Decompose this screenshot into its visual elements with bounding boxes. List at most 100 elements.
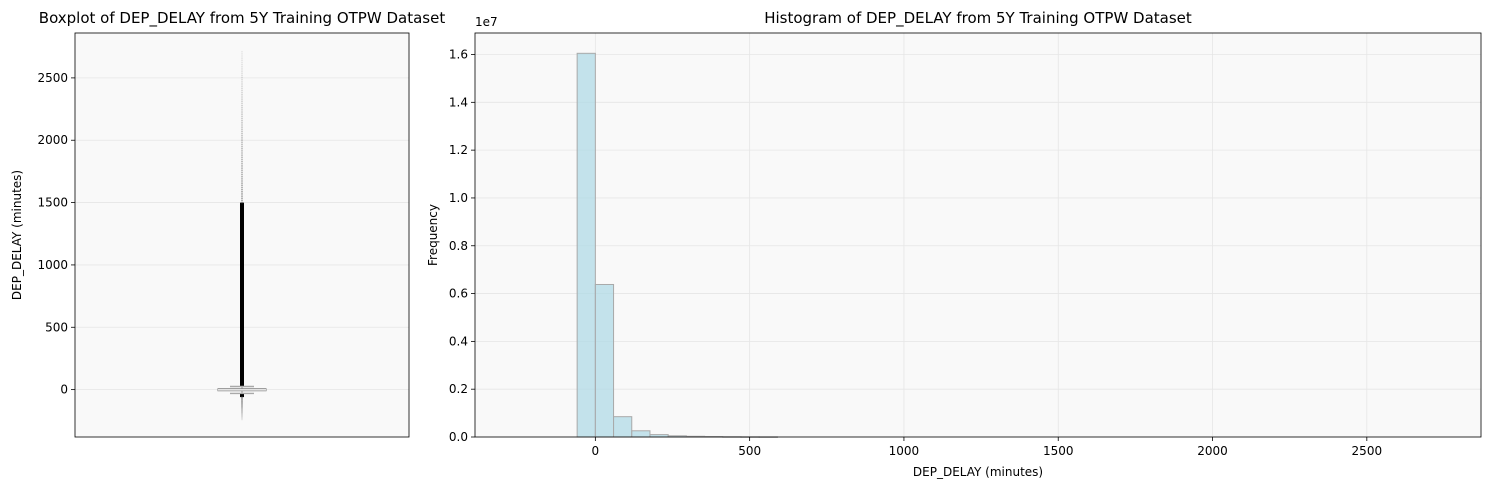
histogram-x-tick-label: 0 bbox=[592, 444, 600, 458]
boxplot-outlier-point bbox=[241, 89, 243, 92]
boxplot-outlier-point bbox=[241, 111, 243, 113]
boxplot-outlier-point bbox=[241, 147, 243, 150]
boxplot-outlier-point bbox=[241, 134, 243, 137]
boxplot-outlier-point bbox=[241, 175, 243, 178]
boxplot-outlier-point bbox=[241, 190, 243, 193]
histogram-plot-area bbox=[475, 33, 1481, 437]
boxplot-panel: 0 500 1000 1500 2000 2500 Boxplot of DEP_DELA… bbox=[10, 9, 446, 438]
histogram-gridlines bbox=[475, 33, 1481, 438]
histogram-y-tick-label: 0.0 bbox=[449, 430, 468, 444]
boxplot-outlier-point bbox=[241, 137, 243, 139]
boxplot-outlier-point bbox=[241, 199, 243, 202]
boxplot-outlier-point bbox=[241, 121, 243, 124]
histogram-x-tick-label: 2000 bbox=[1197, 444, 1228, 458]
histogram-y-axis-label: Frequency bbox=[426, 204, 440, 266]
boxplot-outlier-point bbox=[241, 182, 243, 185]
boxplot-outlier-point bbox=[241, 143, 243, 146]
boxplot-outlier-point bbox=[241, 59, 243, 62]
boxplot-outlier-point bbox=[241, 50, 243, 53]
boxplot-y-tick-label: 1500 bbox=[37, 196, 68, 210]
boxplot-outlier-point bbox=[241, 76, 243, 79]
boxplot-title: Boxplot of DEP_DELAY from 5Y Training OT… bbox=[39, 9, 446, 28]
boxplot-outlier-point bbox=[241, 152, 243, 154]
boxplot-outlier-point bbox=[241, 400, 243, 403]
boxplot-outlier-point bbox=[241, 398, 243, 401]
histogram-y-tick-label: 1.4 bbox=[449, 95, 468, 109]
boxplot-outlier-point bbox=[241, 104, 243, 107]
boxplot-outlier-point bbox=[241, 171, 243, 174]
boxplot-outlier-point bbox=[241, 93, 243, 96]
boxplot-outlier-point bbox=[241, 162, 243, 165]
boxplot-outlier-point bbox=[241, 418, 243, 421]
boxplot-outlier-point bbox=[241, 413, 243, 415]
histogram-bar bbox=[613, 416, 633, 438]
boxplot-outlier-point bbox=[241, 68, 243, 70]
histogram-y-ticks: 0.0 0.2 0.4 0.6 0.8 1.0 1.2 1.4 1.6 bbox=[449, 48, 475, 444]
boxplot-outlier-point bbox=[241, 405, 243, 407]
histogram-bars bbox=[576, 52, 778, 438]
boxplot-outlier-point bbox=[241, 407, 243, 410]
boxplot-outlier-point bbox=[241, 85, 243, 88]
boxplot-outlier-point bbox=[241, 119, 243, 122]
boxplot-outlier-point bbox=[241, 132, 243, 135]
boxplot-outliers bbox=[240, 50, 244, 421]
histogram-x-tick-label: 2500 bbox=[1352, 444, 1383, 458]
boxplot-outlier-point bbox=[241, 410, 243, 413]
boxplot-outlier-point bbox=[241, 406, 243, 409]
boxplot-outlier-point bbox=[241, 417, 243, 420]
boxplot-y-axis-label: DEP_DELAY (minutes) bbox=[10, 170, 24, 300]
boxplot-y-tick-label: 1000 bbox=[37, 258, 68, 272]
boxplot-outlier-point bbox=[241, 188, 243, 191]
histogram-x-ticks: 0 500 1000 1500 2000 2500 bbox=[592, 437, 1383, 458]
boxplot-outlier-point bbox=[241, 91, 243, 94]
histogram-y-tick-label: 0.8 bbox=[449, 239, 468, 253]
boxplot-y-tick-label: 2000 bbox=[37, 133, 68, 147]
boxplot-outlier-point bbox=[241, 80, 243, 83]
boxplot-outlier-point bbox=[241, 126, 243, 129]
histogram-x-axis-label: DEP_DELAY (minutes) bbox=[913, 465, 1043, 479]
boxplot-outlier-point bbox=[241, 115, 243, 118]
histogram-y-tick-label: 1.0 bbox=[449, 191, 468, 205]
boxplot-outlier-point bbox=[241, 141, 243, 144]
boxplot-outlier-point bbox=[241, 165, 243, 167]
histogram-bar bbox=[631, 430, 651, 438]
boxplot-outlier-point bbox=[241, 52, 243, 55]
boxplot-box bbox=[217, 385, 267, 395]
histogram-frame bbox=[474, 32, 1482, 438]
histogram-x-tick-label: 1000 bbox=[889, 444, 920, 458]
boxplot-outlier-point bbox=[241, 180, 243, 182]
boxplot-outlier-point bbox=[241, 117, 243, 120]
histogram-y-tick-label: 0.6 bbox=[449, 287, 468, 301]
boxplot-outlier-point bbox=[241, 158, 243, 161]
boxplot-outlier-point bbox=[241, 160, 243, 163]
boxplot-outlier-point bbox=[241, 408, 243, 411]
boxplot-outlier-point bbox=[241, 167, 243, 169]
boxplot-outlier-point bbox=[241, 173, 243, 176]
boxplot-outlier-point bbox=[241, 177, 243, 180]
boxplot-outlier-point bbox=[241, 149, 243, 152]
boxplot-outlier-point bbox=[241, 98, 243, 101]
histogram-y-tick-label: 1.6 bbox=[449, 48, 468, 62]
boxplot-outlier-point bbox=[241, 83, 243, 85]
histogram-y-tick-label: 0.2 bbox=[449, 382, 468, 396]
boxplot-y-tick-label: 500 bbox=[45, 320, 68, 334]
boxplot-outlier-point bbox=[241, 100, 243, 103]
boxplot-outlier-point bbox=[241, 184, 243, 187]
boxplot-outlier-point bbox=[241, 411, 243, 414]
boxplot-outlier-point bbox=[241, 78, 243, 81]
histogram-bar bbox=[576, 52, 596, 438]
boxplot-outlier-point bbox=[241, 102, 243, 105]
boxplot-outlier-point bbox=[241, 113, 243, 116]
boxplot-outlier-point bbox=[241, 409, 243, 412]
boxplot-outlier-point bbox=[241, 72, 243, 75]
boxplot-outlier-point bbox=[241, 193, 243, 195]
boxplot-outlier-point bbox=[241, 399, 243, 402]
histogram-panel: 0 500 1000 1500 2000 2500 0.0 0.2 0.4 0.6 0.8 1.0 1… bbox=[426, 9, 1482, 479]
boxplot-outlier-point bbox=[241, 74, 243, 77]
histogram-y-tick-label: 0.4 bbox=[449, 334, 468, 348]
boxplot-outlier-point bbox=[241, 169, 243, 172]
histogram-y-offset-text: 1e7 bbox=[475, 15, 498, 29]
boxplot-outlier-point bbox=[241, 124, 243, 126]
boxplot-outlier-point bbox=[241, 402, 243, 405]
